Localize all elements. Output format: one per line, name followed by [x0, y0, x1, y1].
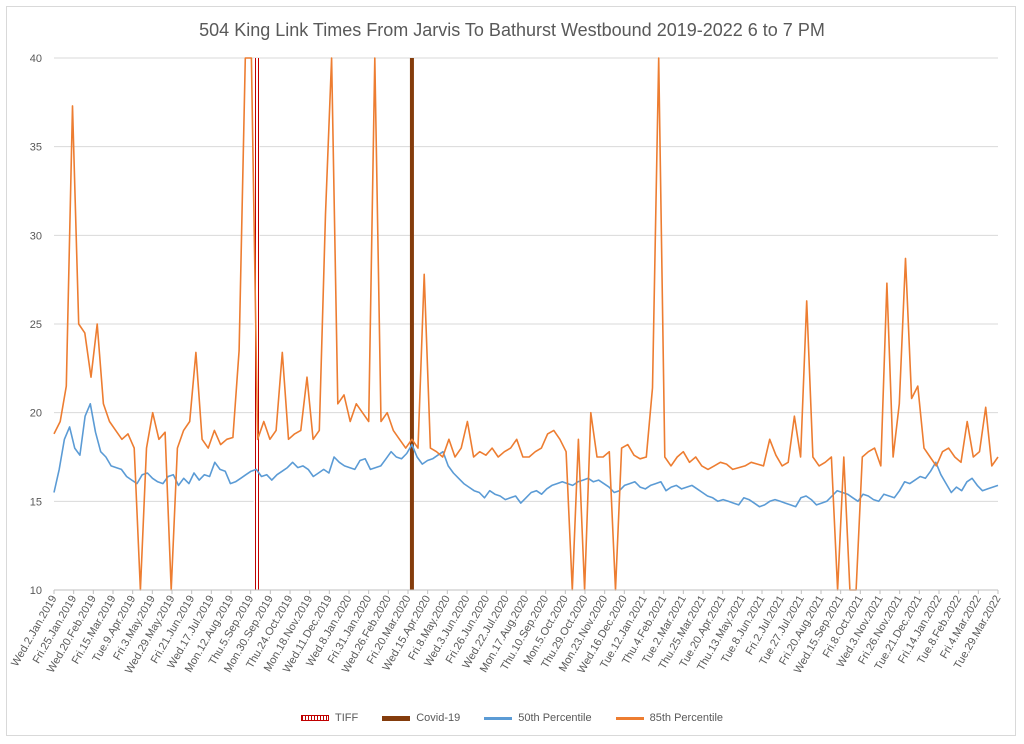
legend-label-tiff: TIFF [334, 712, 359, 724]
legend: TIFF Covid-19 50th Percentile 85th Perce… [0, 712, 1024, 724]
legend-label-covid: Covid-19 [416, 712, 461, 724]
legend-item-covid: Covid-19 [382, 712, 460, 724]
series-line-50th-percentile [53, 403, 999, 508]
legend-label-85th: 85th Percentile [649, 712, 724, 724]
grid-lines [54, 57, 998, 591]
marker-covid-19 [409, 58, 414, 590]
legend-item-85th: 85th Percentile [615, 712, 724, 724]
series-line-85th-percentile [53, 57, 999, 591]
legend-item-tiff: TIFF [300, 712, 359, 724]
y-tick-label: 10 [30, 585, 42, 597]
series-lines [53, 57, 999, 591]
marker-tiff [253, 58, 260, 590]
legend-swatch-85th [615, 716, 644, 720]
y-tick-label: 30 [30, 230, 42, 242]
y-tick-label: 20 [30, 408, 42, 420]
y-tick-label: 40 [30, 53, 42, 65]
y-tick-label: 15 [30, 496, 42, 508]
y-axis-labels: 10 15 20 25 30 35 40 [30, 53, 42, 597]
legend-swatch-tiff [300, 715, 329, 721]
chart-frame [6, 6, 1016, 736]
y-tick-label: 25 [30, 319, 42, 331]
x-axis-labels: Wed.2.Jan.2019Fri.25.Jan.2019Wed.20.Feb.… [9, 589, 1004, 676]
legend-item-50th: 50th Percentile [484, 712, 592, 724]
legend-swatch-covid [382, 715, 411, 721]
y-tick-label: 35 [30, 142, 42, 154]
chart-title: 504 King Link Times From Jarvis To Bathu… [199, 20, 825, 40]
legend-label-50th: 50th Percentile [518, 712, 592, 724]
event-markers [253, 58, 414, 590]
legend-swatch-50th [484, 716, 513, 720]
